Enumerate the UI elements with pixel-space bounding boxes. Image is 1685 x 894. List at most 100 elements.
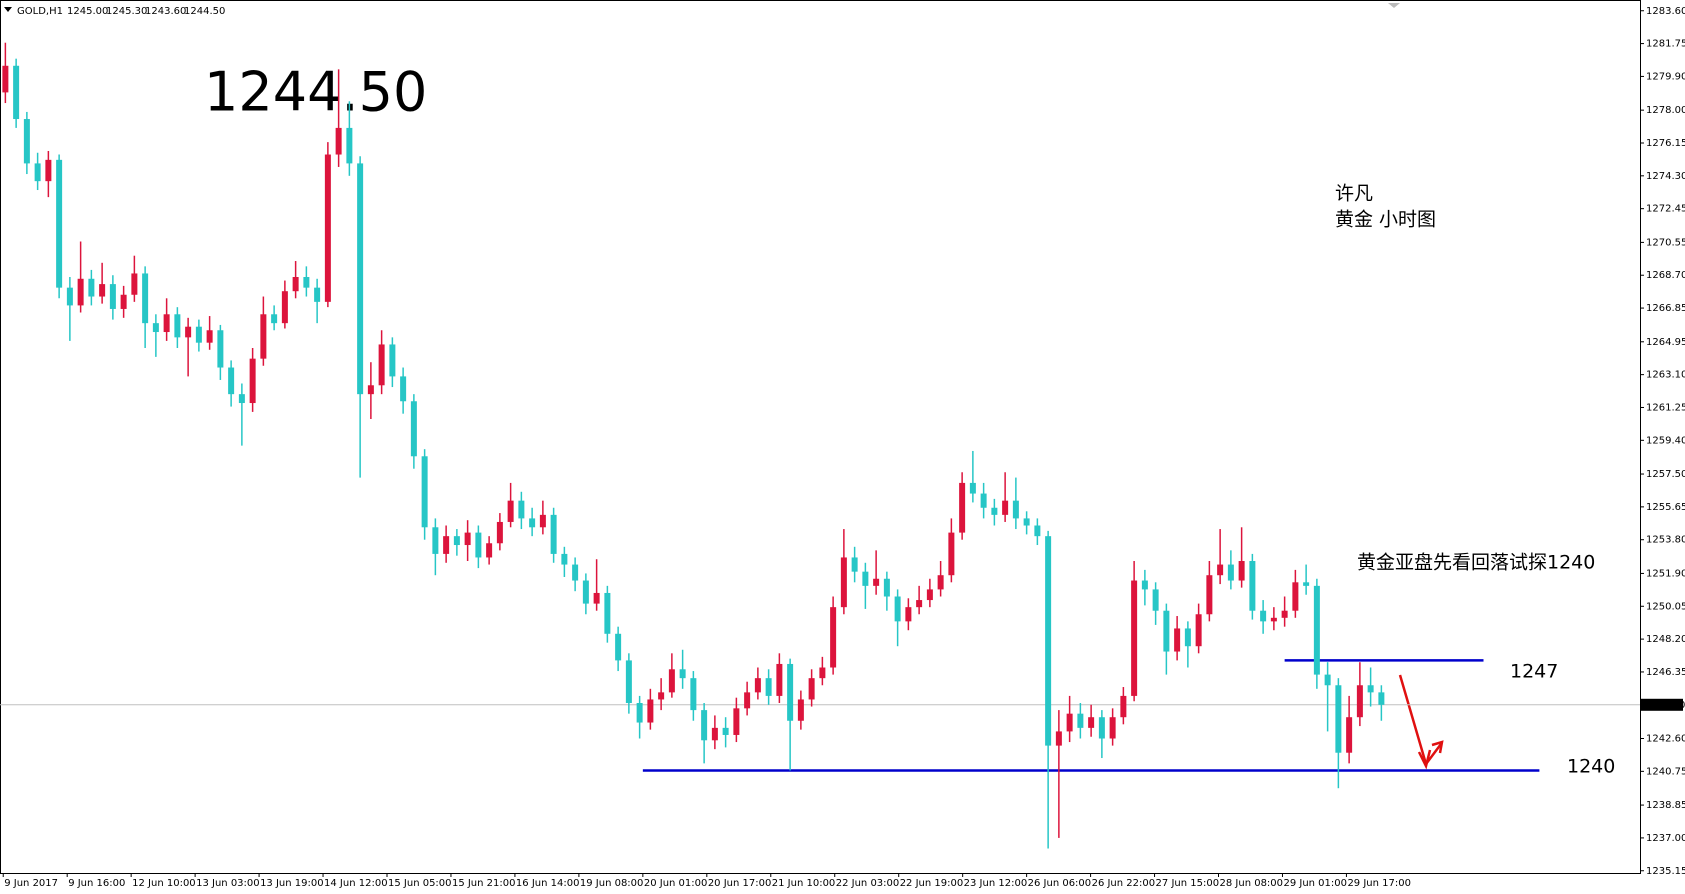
candle-body bbox=[819, 667, 826, 679]
y-tick-label: 1253.80 bbox=[1646, 535, 1685, 546]
y-tick-label: 1240.75 bbox=[1646, 766, 1685, 777]
x-tick-label: 15 Jun 21:00 bbox=[452, 878, 516, 889]
candle-body bbox=[1141, 580, 1148, 590]
candle-body bbox=[1066, 713, 1073, 732]
y-tick-label: 1281.75 bbox=[1646, 39, 1685, 50]
candle-body bbox=[733, 708, 740, 735]
candle-body bbox=[1184, 628, 1191, 647]
price-callout: 1244.50 bbox=[204, 61, 427, 124]
x-tick-label: 28 Jun 08:00 bbox=[1220, 878, 1284, 889]
candle-body bbox=[539, 514, 546, 528]
candle-body bbox=[1120, 695, 1127, 718]
x-tick-label: 23 Jun 12:00 bbox=[964, 878, 1028, 889]
candle-body bbox=[647, 699, 654, 723]
candle-body bbox=[1367, 685, 1374, 693]
candle-body bbox=[346, 127, 353, 164]
candle-body bbox=[1292, 582, 1299, 611]
y-tick-label: 1237.00 bbox=[1646, 833, 1685, 844]
candle-body bbox=[744, 692, 751, 709]
y-tick-label: 1279.90 bbox=[1646, 71, 1685, 82]
level-note: 1240 bbox=[1567, 756, 1615, 778]
candle-body bbox=[1324, 674, 1331, 686]
candle-body bbox=[1055, 731, 1062, 746]
x-tick-label: 22 Jun 03:00 bbox=[836, 878, 900, 889]
x-tick-label: 22 Jun 19:00 bbox=[900, 878, 964, 889]
candle-body bbox=[1217, 564, 1224, 576]
candle-body bbox=[249, 358, 256, 404]
candle-body bbox=[1249, 561, 1256, 611]
candle-body bbox=[1356, 685, 1363, 718]
candle-body bbox=[13, 65, 20, 120]
candle-body bbox=[991, 507, 998, 515]
candle-body bbox=[916, 600, 923, 608]
y-tick-label: 1268.70 bbox=[1646, 270, 1685, 281]
candle-body bbox=[271, 314, 278, 324]
candle-body bbox=[303, 277, 310, 288]
y-tick-label: 1242.60 bbox=[1646, 734, 1685, 745]
candle-body bbox=[808, 678, 815, 700]
candle-body bbox=[400, 376, 407, 402]
y-tick-label: 1250.05 bbox=[1646, 601, 1685, 612]
candle-body bbox=[292, 277, 299, 292]
candle-body bbox=[195, 326, 202, 343]
candle-body bbox=[163, 314, 170, 333]
candle-body bbox=[1346, 717, 1353, 753]
candle-body bbox=[776, 663, 783, 696]
candle-body bbox=[1077, 713, 1084, 728]
candle-body bbox=[378, 344, 385, 386]
y-tick-label: 1246.35 bbox=[1646, 667, 1685, 678]
x-tick-label: 29 Jun 01:00 bbox=[1283, 878, 1347, 889]
candle-body bbox=[797, 699, 804, 721]
candle-body bbox=[969, 482, 976, 494]
candle-body bbox=[228, 367, 235, 395]
candle-body bbox=[464, 532, 471, 546]
candle-body bbox=[335, 127, 342, 155]
candle-body bbox=[636, 703, 643, 723]
y-tick-label: 1283.60 bbox=[1646, 6, 1685, 17]
candle-body bbox=[1303, 582, 1310, 586]
y-tick-label: 1272.45 bbox=[1646, 204, 1685, 215]
candle-body bbox=[980, 493, 987, 508]
candle-body bbox=[518, 500, 525, 519]
candle-body bbox=[1195, 614, 1202, 647]
candle-body bbox=[238, 394, 245, 404]
candle-body bbox=[174, 314, 181, 338]
candle-body bbox=[582, 580, 589, 604]
candle-body bbox=[88, 278, 95, 297]
candle-body bbox=[701, 710, 708, 741]
candle-body bbox=[1227, 564, 1234, 581]
candle-body bbox=[507, 500, 514, 522]
candle-body bbox=[1174, 628, 1181, 652]
candle-body bbox=[1012, 500, 1019, 519]
forecast-note: 黄金亚盘先看回落试探1240 bbox=[1357, 552, 1595, 574]
candle-body bbox=[45, 159, 52, 182]
x-tick-label: 9 Jun 16:00 bbox=[68, 878, 125, 889]
candle-body bbox=[56, 159, 63, 288]
y-tick-label: 1257.50 bbox=[1646, 469, 1685, 480]
y-tick-label: 1248.20 bbox=[1646, 634, 1685, 645]
y-tick-label: 1278.00 bbox=[1646, 105, 1685, 116]
candle-body bbox=[99, 284, 106, 297]
x-tick-label: 20 Jun 17:00 bbox=[708, 878, 772, 889]
candle-body bbox=[830, 607, 837, 668]
x-tick-label: 21 Jun 10:00 bbox=[772, 878, 836, 889]
symbol-dropdown[interactable] bbox=[4, 7, 12, 12]
x-tick-label: 13 Jun 19:00 bbox=[260, 878, 324, 889]
candle-body bbox=[77, 278, 84, 306]
candle-body bbox=[754, 678, 761, 693]
y-tick-label: 1261.25 bbox=[1646, 402, 1685, 413]
x-tick-label: 27 Jun 15:00 bbox=[1156, 878, 1220, 889]
candle-body bbox=[1045, 536, 1052, 746]
ohlc-open: 1245.00 bbox=[67, 6, 108, 17]
candle-body bbox=[453, 536, 460, 546]
candle-body bbox=[561, 553, 568, 565]
candle-body bbox=[486, 543, 493, 558]
candle-body bbox=[690, 678, 697, 711]
candle-body bbox=[324, 154, 331, 302]
candle-body bbox=[711, 727, 718, 741]
candle-body bbox=[1281, 610, 1288, 618]
candle-body bbox=[529, 518, 536, 528]
y-tick-label: 1235.15 bbox=[1646, 866, 1685, 877]
candle-body bbox=[722, 727, 729, 735]
candle-body bbox=[2, 65, 9, 93]
